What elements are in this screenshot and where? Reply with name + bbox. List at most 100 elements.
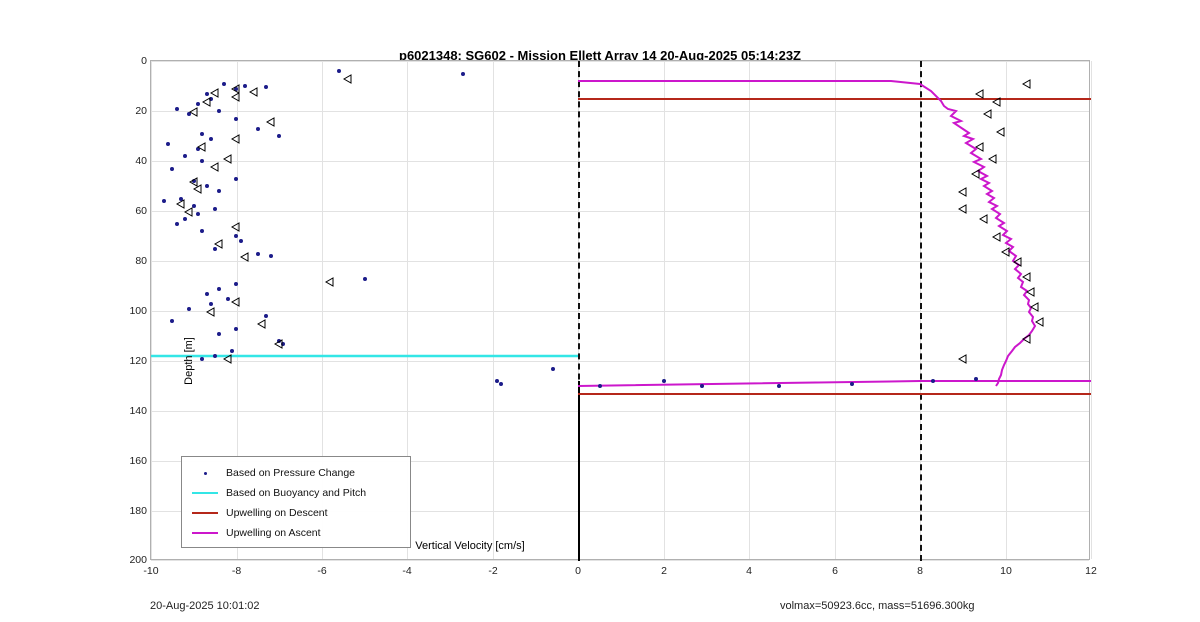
footer-mission-params: volmax=50923.6cc, mass=51696.300kg	[780, 600, 974, 612]
scatter-point	[700, 384, 704, 388]
scatter-point	[598, 384, 602, 388]
scatter-point	[162, 199, 166, 203]
scatter-point	[175, 107, 179, 111]
scatter-point	[205, 292, 209, 296]
triangle-marker	[992, 229, 1002, 239]
triangle-marker	[223, 351, 233, 361]
triangle-marker	[975, 86, 985, 96]
scatter-point	[277, 134, 281, 138]
plot-area: 0 20 40 60 80 100 120 140 160 180 200 -1…	[150, 60, 1090, 560]
scatter-point	[974, 377, 978, 381]
footer-timestamp: 20-Aug-2025 10:01:02	[150, 600, 259, 612]
triangle-marker	[202, 94, 212, 104]
triangle-marker	[992, 94, 1002, 104]
scatter-point	[170, 319, 174, 323]
triangle-marker	[189, 104, 199, 114]
triangle-marker	[231, 294, 241, 304]
triangle-marker	[1035, 314, 1045, 324]
legend-dot-icon	[204, 472, 207, 475]
scatter-point	[183, 154, 187, 158]
scatter-point	[931, 379, 935, 383]
triangle-marker	[257, 316, 267, 326]
scatter-point	[269, 254, 273, 258]
scatter-point	[217, 109, 221, 113]
triangle-marker	[988, 151, 998, 161]
triangle-marker	[210, 85, 220, 95]
legend-item-buoyancy-pitch: Based on Buoyancy and Pitch	[192, 483, 400, 503]
scatter-point	[234, 282, 238, 286]
scatter-point	[200, 357, 204, 361]
triangle-marker	[958, 184, 968, 194]
triangle-marker	[958, 351, 968, 361]
triangle-marker	[266, 114, 276, 124]
triangle-marker	[1001, 244, 1011, 254]
x-axis-label: Vertical Velocity [cm/s]	[0, 540, 940, 552]
scatter-point	[243, 84, 247, 88]
scatter-point	[205, 184, 209, 188]
triangle-marker	[958, 201, 968, 211]
triangle-marker	[343, 71, 353, 81]
triangle-marker	[197, 139, 207, 149]
legend-line-icon-magenta	[192, 532, 218, 534]
triangle-marker	[206, 304, 216, 314]
y-axis-label: Depth [m]	[183, 337, 195, 385]
scatter-point	[217, 287, 221, 291]
legend-item-pressure-change: Based on Pressure Change	[192, 463, 400, 483]
triangle-marker	[1022, 269, 1032, 279]
chart-legend: Based on Pressure Change Based on Buoyan…	[181, 456, 411, 548]
scatter-point	[170, 167, 174, 171]
scatter-point	[850, 382, 854, 386]
scatter-point	[234, 117, 238, 121]
scatter-point	[551, 367, 555, 371]
triangle-marker	[996, 124, 1006, 134]
scatter-point	[264, 85, 268, 89]
scatter-point	[363, 277, 367, 281]
scatter-point	[183, 217, 187, 221]
scatter-point	[239, 239, 243, 243]
scatter-point	[461, 72, 465, 76]
triangle-marker	[249, 84, 259, 94]
scatter-point	[234, 177, 238, 181]
triangle-marker	[325, 274, 335, 284]
scatter-point	[222, 82, 226, 86]
triangle-marker	[1022, 331, 1032, 341]
ascent-bottom-flat-line	[578, 381, 1091, 386]
triangle-marker	[240, 249, 250, 259]
scatter-point	[337, 69, 341, 73]
scatter-point	[226, 297, 230, 301]
triangle-marker	[193, 181, 203, 191]
scatter-point	[175, 222, 179, 226]
triangle-marker	[1026, 284, 1036, 294]
scatter-point	[256, 127, 260, 131]
scatter-point	[217, 332, 221, 336]
triangle-marker	[214, 236, 224, 246]
triangle-marker	[223, 151, 233, 161]
triangle-marker	[274, 336, 284, 346]
triangle-marker	[231, 131, 241, 141]
triangle-marker	[231, 89, 241, 99]
scatter-point	[200, 132, 204, 136]
scatter-point	[200, 159, 204, 163]
scatter-point	[187, 307, 191, 311]
triangle-marker	[971, 166, 981, 176]
scatter-point	[234, 327, 238, 331]
scatter-point	[777, 384, 781, 388]
legend-line-icon-red	[192, 512, 218, 514]
ascent-top-line	[578, 81, 1035, 386]
scatter-point	[209, 137, 213, 141]
scatter-point	[213, 207, 217, 211]
scatter-point	[256, 252, 260, 256]
triangle-marker	[979, 211, 989, 221]
triangle-marker	[231, 219, 241, 229]
triangle-marker	[1030, 299, 1040, 309]
scatter-point	[200, 229, 204, 233]
triangle-marker	[1022, 76, 1032, 86]
scatter-point	[196, 212, 200, 216]
scatter-point	[662, 379, 666, 383]
triangle-marker	[210, 159, 220, 169]
scatter-point	[166, 142, 170, 146]
triangle-marker	[1013, 254, 1023, 264]
legend-item-upwelling-descent: Upwelling on Descent	[192, 503, 400, 523]
scatter-point	[234, 234, 238, 238]
scatter-point	[217, 189, 221, 193]
